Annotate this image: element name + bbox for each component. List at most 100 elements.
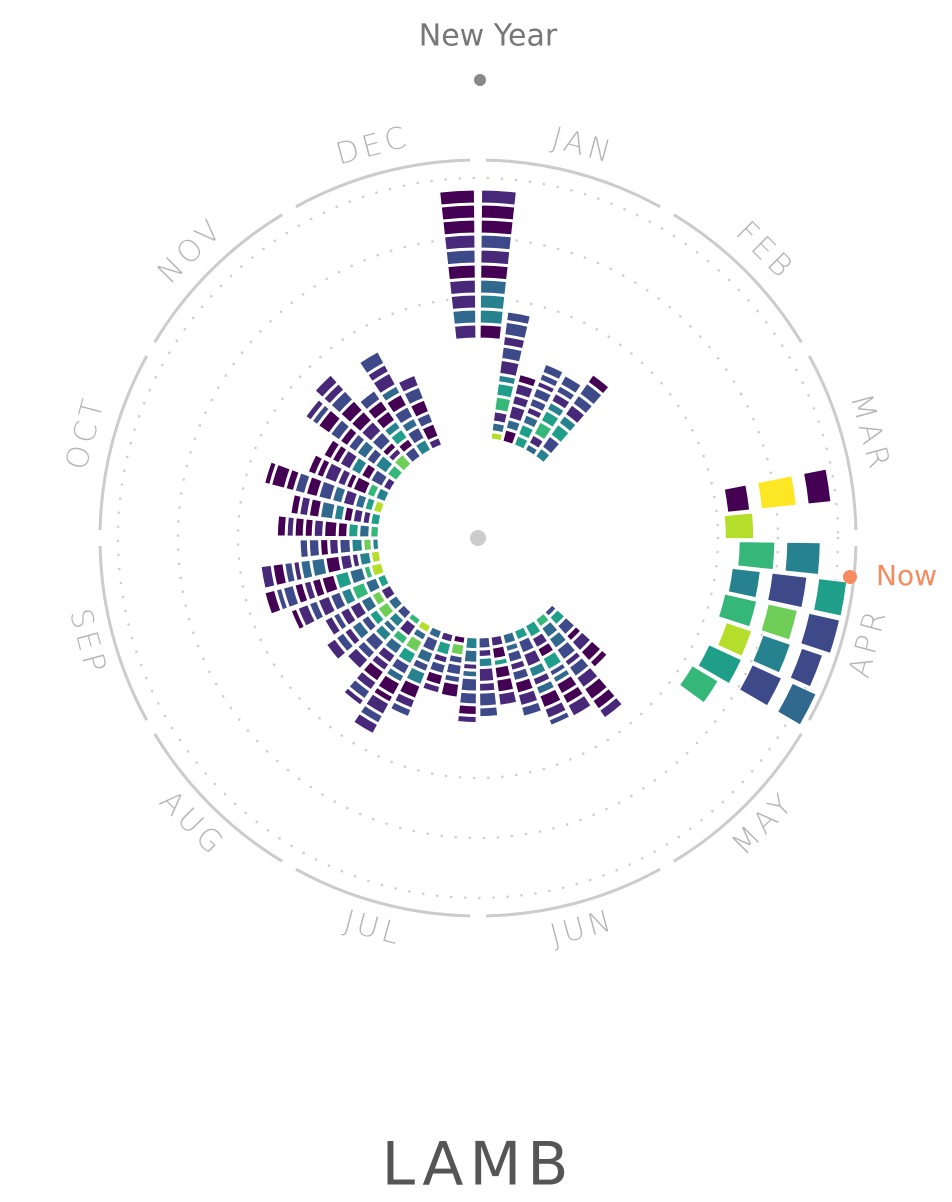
- week-block: [323, 439, 341, 460]
- month-arc: [153, 733, 283, 863]
- week-block: [398, 618, 417, 637]
- week-block: [294, 517, 305, 537]
- week-block: [478, 657, 493, 668]
- month-label: APR: [842, 604, 894, 682]
- week-block: [568, 657, 590, 677]
- week-block: [479, 691, 498, 707]
- week-block: [414, 439, 432, 456]
- week-block: [599, 696, 623, 719]
- week-block: [416, 647, 434, 664]
- week-block: [374, 624, 392, 642]
- week-block: [445, 662, 462, 676]
- week-block: [398, 679, 421, 699]
- week-block: [348, 679, 371, 700]
- week-block: [311, 404, 330, 426]
- week-block: [305, 476, 323, 498]
- week-block: [502, 429, 518, 445]
- week-block: [412, 658, 430, 672]
- week-block: [491, 422, 506, 434]
- week-block: [355, 670, 377, 691]
- week-block: [504, 321, 529, 339]
- week-block: [308, 498, 323, 518]
- week-block: [294, 582, 309, 604]
- week-block: [324, 520, 338, 538]
- week-block: [716, 621, 753, 657]
- week-block: [517, 636, 535, 654]
- week-block: [339, 449, 358, 470]
- week-block: [293, 561, 303, 582]
- week-block: [458, 704, 477, 716]
- week-block: [479, 706, 499, 718]
- week-block: [359, 704, 383, 724]
- month-arc: [807, 545, 858, 721]
- week-block: [272, 563, 288, 586]
- week-block: [511, 667, 530, 682]
- week-block: [460, 677, 478, 692]
- week-block: [349, 601, 368, 620]
- week-block: [542, 363, 564, 381]
- week-block: [517, 374, 537, 388]
- week-block: [360, 463, 377, 481]
- week-block: [541, 620, 559, 639]
- week-block: [343, 506, 355, 522]
- week-block: [342, 489, 359, 507]
- month-label: JUL: [340, 904, 407, 953]
- week-block: [334, 570, 353, 590]
- week-block: [356, 440, 375, 460]
- week-block: [524, 443, 539, 456]
- week-block: [583, 676, 609, 700]
- week-block: [501, 346, 523, 363]
- week-block: [449, 279, 476, 296]
- week-block: [552, 668, 571, 684]
- week-block: [542, 650, 563, 671]
- week-block: [546, 402, 565, 418]
- week-block: [282, 585, 300, 608]
- week-block: [435, 640, 452, 656]
- week-block: [697, 644, 743, 685]
- week-block: [479, 681, 496, 692]
- week-block: [352, 476, 371, 495]
- week-block: [429, 660, 446, 674]
- week-block: [534, 612, 550, 628]
- week-block: [760, 603, 798, 641]
- week-block: [370, 525, 380, 538]
- week-block: [311, 557, 328, 578]
- week-block: [528, 434, 544, 449]
- week-block: [528, 661, 547, 678]
- week-block: [390, 657, 411, 675]
- week-block: [490, 634, 504, 647]
- week-block: [324, 616, 342, 636]
- month-arc: [485, 158, 661, 209]
- week-block: [502, 336, 526, 350]
- week-block: [382, 442, 397, 457]
- week-block: [551, 392, 571, 410]
- week-block: [556, 675, 578, 695]
- week-block: [576, 666, 599, 689]
- week-block: [365, 693, 390, 715]
- week-block: [370, 512, 382, 526]
- week-block: [396, 604, 412, 620]
- week-block: [364, 497, 376, 512]
- week-block: [397, 374, 419, 393]
- week-block: [502, 631, 517, 645]
- week-block: [776, 682, 817, 726]
- week-block: [480, 234, 512, 251]
- week-block: [260, 564, 276, 589]
- week-block: [403, 386, 425, 406]
- week-block: [445, 249, 476, 266]
- week-block: [541, 435, 561, 455]
- week-block: [522, 414, 539, 429]
- week-block: [385, 667, 405, 683]
- week-block: [539, 373, 559, 388]
- week-block: [544, 604, 557, 617]
- week-block: [351, 582, 370, 601]
- week-block: [505, 419, 521, 433]
- month-label: SEP: [62, 605, 113, 680]
- week-block: [330, 390, 354, 414]
- week-block: [290, 494, 302, 515]
- week-block: [377, 645, 396, 664]
- title: LAMB: [382, 1130, 575, 1200]
- week-block: [340, 587, 357, 606]
- week-block: [347, 433, 366, 453]
- week-block: [407, 612, 422, 626]
